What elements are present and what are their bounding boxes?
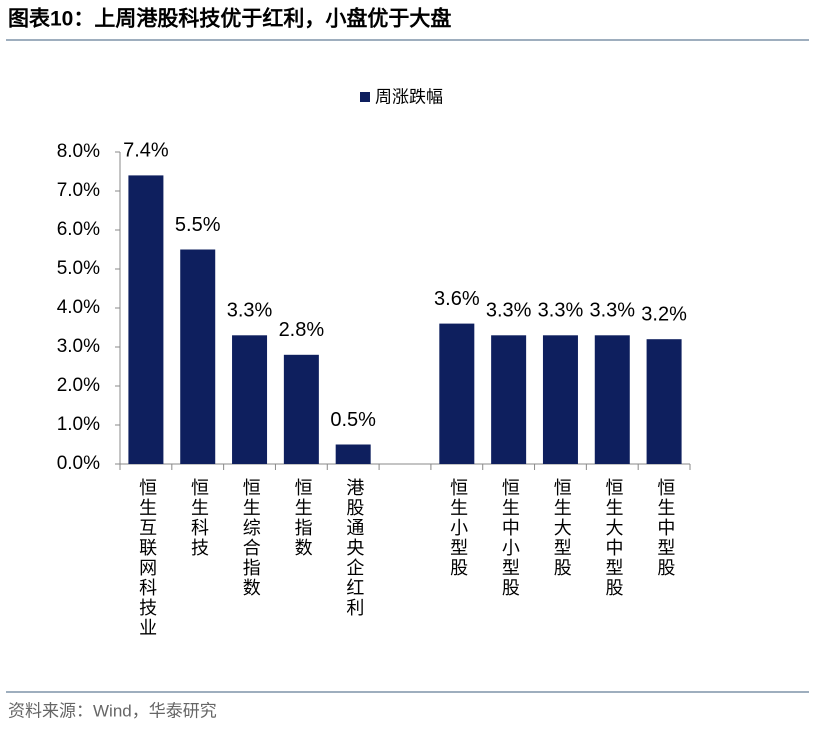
x-tick-label: 恒生大型股: [552, 478, 572, 578]
x-tick-label: 恒生科技: [189, 478, 209, 558]
x-tick-label: 港股通央企红利: [344, 478, 364, 618]
value-label: 3.3%: [486, 300, 532, 322]
y-tick-label: 0.0%: [57, 453, 100, 474]
value-label: 7.4%: [123, 140, 169, 162]
x-tick-label: 恒生大中型股: [604, 478, 624, 598]
y-tick-label: 6.0%: [57, 219, 100, 240]
y-tick-label: 3.0%: [57, 336, 100, 357]
value-label: 3.2%: [641, 303, 687, 325]
value-label: 3.6%: [434, 288, 480, 310]
y-tick-label: 8.0%: [57, 141, 100, 162]
value-label: 2.8%: [279, 319, 325, 341]
x-tick-label: 恒生中型股: [655, 478, 675, 578]
bar: [594, 335, 630, 464]
value-label: 3.3%: [227, 300, 273, 322]
value-label: 5.5%: [175, 214, 221, 236]
legend-label: 周涨跌幅: [375, 87, 443, 106]
legend-swatch: [360, 92, 370, 102]
value-label: 3.3%: [589, 300, 635, 322]
bar: [128, 175, 164, 464]
source-note: 资料来源：Wind，华泰研究: [8, 701, 217, 720]
bar: [491, 335, 527, 464]
bar: [180, 249, 216, 464]
bar: [283, 354, 319, 464]
x-tick-label: 恒生综合指数: [241, 478, 261, 598]
y-tick-label: 2.0%: [57, 375, 100, 396]
bar: [335, 444, 371, 464]
x-tick-label: 恒生指数: [293, 478, 313, 558]
bar: [542, 335, 578, 464]
y-tick-label: 4.0%: [57, 297, 100, 318]
bar: [232, 335, 268, 464]
value-label: 0.5%: [330, 409, 376, 431]
chart-title: 图表10：上周港股科技优于红利，小盘优于大盘: [8, 7, 451, 31]
bar: [646, 339, 682, 464]
y-tick-label: 5.0%: [57, 258, 100, 279]
x-tick-label: 恒生互联网科技业: [137, 478, 157, 638]
x-tick-label: 恒生中小型股: [500, 478, 520, 598]
y-tick-label: 7.0%: [57, 180, 100, 201]
bar: [439, 323, 475, 464]
value-label: 3.3%: [538, 300, 584, 322]
y-tick-label: 1.0%: [57, 414, 100, 435]
x-tick-label: 恒生小型股: [448, 478, 468, 578]
